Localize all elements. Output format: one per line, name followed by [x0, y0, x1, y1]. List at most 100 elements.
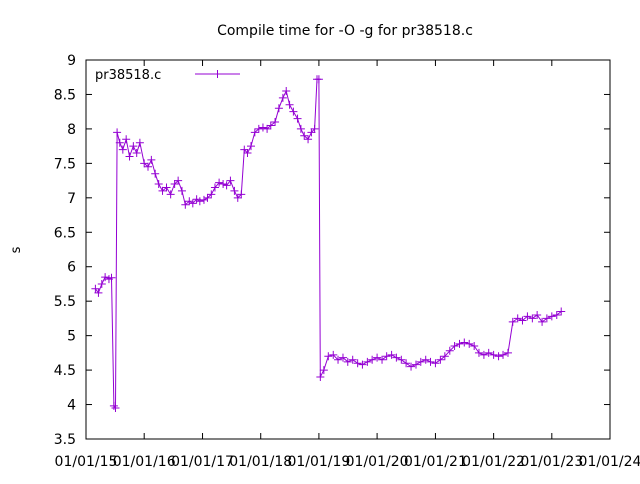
y-tick-label: 4	[67, 398, 76, 414]
data-point	[474, 348, 483, 357]
y-tick-label: 9	[67, 53, 76, 69]
data-point	[310, 124, 319, 133]
data-point	[353, 359, 362, 368]
data-point	[300, 131, 309, 140]
data-point	[258, 123, 267, 132]
data-point	[368, 355, 377, 364]
data-point	[222, 181, 231, 190]
data-point	[378, 355, 387, 364]
legend-label: pr38518.c	[95, 68, 161, 83]
series-layer	[91, 75, 566, 412]
data-point	[533, 310, 542, 319]
data-point	[233, 193, 242, 202]
data-point	[470, 341, 479, 350]
data-point	[508, 317, 517, 326]
x-tick-label: 01/01/22	[462, 454, 525, 470]
data-point	[363, 357, 372, 366]
legend-marker	[213, 70, 222, 78]
data-point	[304, 135, 313, 144]
data-point	[113, 128, 122, 137]
y-tick-label: 5	[67, 329, 76, 345]
data-point	[166, 190, 175, 199]
data-point	[237, 190, 246, 199]
data-point	[296, 124, 305, 133]
data-point	[107, 273, 116, 282]
data-point	[436, 355, 445, 364]
y-tick-label: 7	[67, 191, 76, 207]
y-tick-label: 7.5	[54, 156, 76, 172]
data-point	[210, 183, 219, 192]
legend: pr38518.c	[95, 68, 240, 83]
data-point	[407, 362, 416, 371]
data-point	[219, 180, 228, 189]
data-point	[528, 314, 537, 323]
data-point	[542, 314, 551, 323]
data-point	[387, 350, 396, 359]
data-point	[140, 159, 149, 168]
data-point	[144, 162, 153, 171]
data-point	[523, 312, 532, 321]
data-point	[111, 403, 120, 412]
data-point	[440, 352, 449, 361]
data-point	[465, 339, 474, 348]
x-tick-label: 01/01/23	[520, 454, 583, 470]
data-point	[243, 149, 252, 158]
data-point	[445, 346, 454, 355]
data-point	[278, 93, 287, 102]
y-tick-label: 3.5	[54, 432, 76, 448]
data-point	[215, 178, 224, 187]
data-point	[518, 316, 527, 325]
data-point	[316, 372, 325, 381]
y-tick-label: 6	[67, 260, 76, 276]
data-point	[503, 348, 512, 357]
x-tick-label: 01/01/17	[171, 454, 234, 470]
data-point	[151, 169, 160, 178]
data-point	[348, 355, 357, 364]
data-point	[250, 128, 259, 137]
y-tick-label: 4.5	[54, 363, 76, 379]
data-point	[246, 142, 255, 151]
data-point	[97, 279, 106, 288]
data-point	[162, 183, 171, 192]
data-point	[132, 149, 141, 158]
y-axis-label: s	[9, 246, 24, 253]
data-point	[431, 359, 440, 368]
data-point	[266, 121, 275, 130]
data-point	[293, 114, 302, 123]
data-point	[402, 359, 411, 368]
data-point	[538, 317, 547, 326]
chart-title: Compile time for -O -g for pr38518.c	[217, 23, 473, 39]
data-point	[460, 338, 469, 347]
data-point	[240, 145, 249, 154]
data-point	[230, 186, 239, 195]
data-point	[91, 284, 100, 293]
data-point	[285, 100, 294, 109]
data-point	[274, 104, 283, 113]
data-point	[494, 352, 503, 361]
data-point	[226, 176, 235, 185]
data-point	[207, 190, 216, 199]
data-point	[203, 193, 212, 202]
data-point	[547, 312, 556, 321]
data-point	[94, 288, 103, 297]
y-tick-label: 8	[67, 122, 76, 138]
data-point	[192, 195, 201, 204]
data-point	[373, 353, 382, 362]
data-point	[552, 310, 561, 319]
data-point	[109, 401, 118, 410]
data-point	[450, 341, 459, 350]
data-point	[513, 314, 522, 323]
x-tick-label: 01/01/19	[287, 454, 350, 470]
data-point	[489, 350, 498, 359]
data-point	[319, 366, 328, 375]
data-point	[338, 353, 347, 362]
data-point	[271, 118, 280, 127]
data-point	[499, 350, 508, 359]
y-tick-label: 8.5	[54, 87, 76, 103]
data-point	[185, 197, 194, 206]
data-point	[115, 138, 124, 147]
data-point	[343, 357, 352, 366]
data-point	[334, 355, 343, 364]
data-point	[135, 138, 144, 147]
